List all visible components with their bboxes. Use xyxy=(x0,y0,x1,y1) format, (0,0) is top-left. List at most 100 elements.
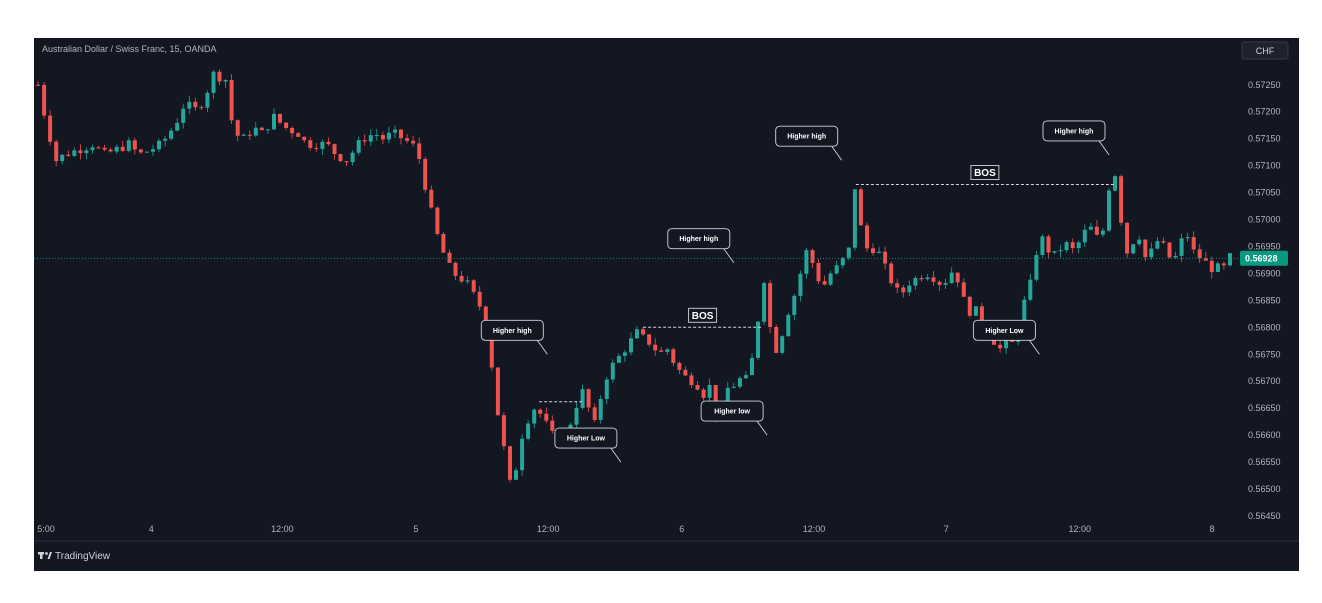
candle xyxy=(1040,236,1045,255)
y-tick-label: 0.56650 xyxy=(1248,403,1281,413)
candle xyxy=(374,135,379,136)
candle xyxy=(368,135,373,142)
candle xyxy=(362,140,367,142)
callout-label: Higher high xyxy=(679,236,718,243)
candle xyxy=(1155,241,1160,249)
candle xyxy=(871,248,875,253)
candle xyxy=(138,149,143,153)
currency-box[interactable] xyxy=(1241,41,1289,60)
y-tick-label: 0.56850 xyxy=(1248,295,1281,305)
candle xyxy=(423,159,428,190)
candle xyxy=(895,283,900,288)
callout-label: Higher high xyxy=(493,328,532,335)
candle xyxy=(877,251,882,253)
candle xyxy=(798,273,803,296)
candle xyxy=(187,101,192,109)
x-tick-label: 4 xyxy=(149,524,154,534)
candle xyxy=(580,389,585,408)
time-axis[interactable]: 5:00 4 12:00 5 12:00 6 12:00 7 12:00 8 xyxy=(37,524,1214,534)
candle xyxy=(272,113,276,130)
callout-box xyxy=(775,125,839,147)
callout-pointer xyxy=(756,420,768,436)
candle xyxy=(1100,230,1105,235)
candle xyxy=(344,161,349,163)
callout-box xyxy=(480,319,544,341)
price-axis[interactable]: 0.57250 0.57200 0.57150 0.57100 0.57050 0.570… xyxy=(1248,80,1281,521)
candle xyxy=(320,141,325,149)
callout-box xyxy=(1042,120,1106,142)
y-tick-label: 0.56450 xyxy=(1248,511,1281,521)
candle xyxy=(411,140,416,144)
candle xyxy=(253,127,258,136)
candle xyxy=(489,331,494,368)
y-tick-label: 0.56550 xyxy=(1248,457,1281,467)
candle xyxy=(169,130,174,139)
candle xyxy=(756,321,760,358)
candle xyxy=(544,413,549,421)
candles-layer xyxy=(36,69,1232,483)
candle xyxy=(998,344,1003,349)
x-tick-label: 5 xyxy=(413,524,418,534)
y-tick-label: 0.57250 xyxy=(1248,80,1281,90)
tradingview-logo-icon[interactable] xyxy=(38,552,52,559)
brand-label[interactable]: TradingView xyxy=(55,551,111,562)
callout-box xyxy=(972,319,1036,341)
candle xyxy=(840,257,845,266)
candle xyxy=(907,285,912,293)
candle xyxy=(223,80,228,82)
candle xyxy=(967,296,972,316)
candle xyxy=(350,152,355,163)
annotations-layer: Higher high Higher Low Higher high Higher l… xyxy=(480,120,1114,463)
candle xyxy=(786,314,791,337)
candle xyxy=(465,280,470,282)
candle xyxy=(48,115,53,142)
chart-panel[interactable]: Higher high Higher Low Higher high Higher l… xyxy=(34,38,1299,571)
candle xyxy=(1197,249,1202,259)
candle xyxy=(429,189,434,208)
candle xyxy=(526,423,531,439)
candle xyxy=(314,147,319,149)
candle xyxy=(961,282,966,297)
y-tick-label: 0.57050 xyxy=(1248,188,1281,198)
callout-label: Higher high xyxy=(787,134,826,141)
candle xyxy=(743,375,748,379)
callout-pointer xyxy=(1029,340,1040,355)
candle xyxy=(1070,242,1075,249)
candle xyxy=(858,189,863,226)
current-price-tag xyxy=(1240,250,1288,266)
candle xyxy=(380,135,385,140)
candle xyxy=(78,150,83,154)
candle xyxy=(108,149,113,152)
candle xyxy=(338,154,343,162)
candle xyxy=(1052,251,1057,253)
candle xyxy=(181,108,186,123)
candle xyxy=(290,128,295,134)
candle xyxy=(114,146,119,152)
candle xyxy=(1028,279,1033,300)
candle xyxy=(592,407,597,420)
candlestick-chart[interactable]: Higher high Higher Low Higher high Higher l… xyxy=(34,38,1299,571)
candle xyxy=(259,127,264,131)
x-tick-label: 12:00 xyxy=(803,524,826,534)
candle xyxy=(1034,255,1039,280)
candle xyxy=(229,80,234,121)
candle xyxy=(865,225,869,249)
y-tick-label: 0.56900 xyxy=(1248,268,1281,278)
candle xyxy=(943,283,948,285)
candle xyxy=(659,350,664,352)
candle xyxy=(151,149,155,152)
candle xyxy=(1046,236,1051,253)
candle xyxy=(247,134,252,136)
candle xyxy=(919,278,924,280)
candle xyxy=(1167,242,1172,258)
candle xyxy=(1221,263,1226,266)
chart-title: Australian Dollar / Swiss Franc, 15, OAN… xyxy=(42,44,217,54)
y-tick-label: 0.57150 xyxy=(1248,134,1281,144)
candle xyxy=(538,409,543,414)
candle xyxy=(386,132,391,140)
candle xyxy=(834,265,839,274)
candle xyxy=(356,140,361,153)
callout-box xyxy=(554,427,618,449)
candle xyxy=(768,283,773,327)
candle xyxy=(520,438,525,471)
